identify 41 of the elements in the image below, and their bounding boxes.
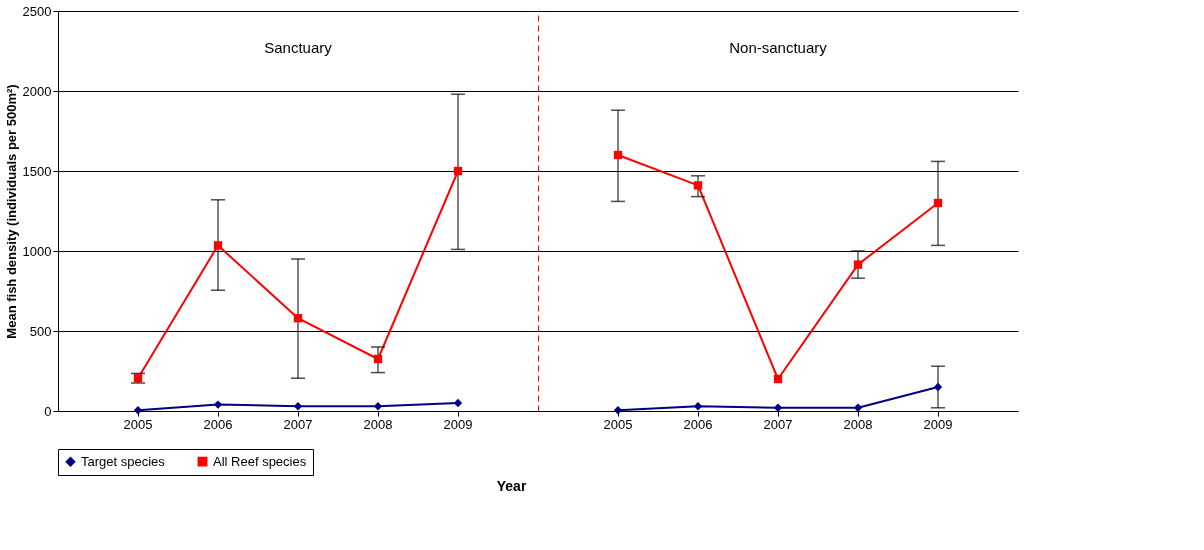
point [613,150,623,160]
point [213,400,223,409]
point [853,403,863,412]
y-tick-label: 1500 [22,163,52,179]
point [853,260,863,269]
x-tick-label: 2009 [923,416,953,432]
point [453,166,463,176]
point [453,398,463,408]
y-axis-title: Mean fish density (individuals per 500m²) [3,84,19,339]
annotation: Sanctuary [264,39,333,56]
point [773,403,783,412]
x-tick-label: 2005 [603,416,633,432]
point [133,406,143,415]
point [213,241,223,250]
x-tick-label: 2006 [203,416,233,432]
x-tick-label: 2007 [283,416,313,432]
x-tick-label: 2008 [363,416,393,432]
x-tick-label: 2006 [683,416,713,432]
y-tick-label: 500 [29,323,52,339]
point [933,382,943,392]
y-tick-label: 0 [44,403,52,419]
annotation: Non-sanctuary [729,39,828,56]
point [693,181,703,190]
x-tick-label: 2009 [443,416,473,432]
point [293,402,303,411]
y-tick-label: 2500 [22,3,52,19]
y-tick-label: 1000 [22,243,52,259]
point [373,402,383,411]
x-axis-title: Year [496,477,527,494]
point [293,314,303,323]
x-tick-label: 2005 [123,416,153,432]
legend-label: Target species [81,453,166,469]
x-tick-label: 2008 [843,416,873,432]
point [693,402,703,411]
y-tick-label: 2000 [22,83,52,99]
point [773,374,783,384]
point [613,406,623,415]
point [933,198,943,208]
point [373,354,383,364]
legend-label: All Reef species [213,453,307,469]
x-tick-label: 2007 [763,416,793,432]
